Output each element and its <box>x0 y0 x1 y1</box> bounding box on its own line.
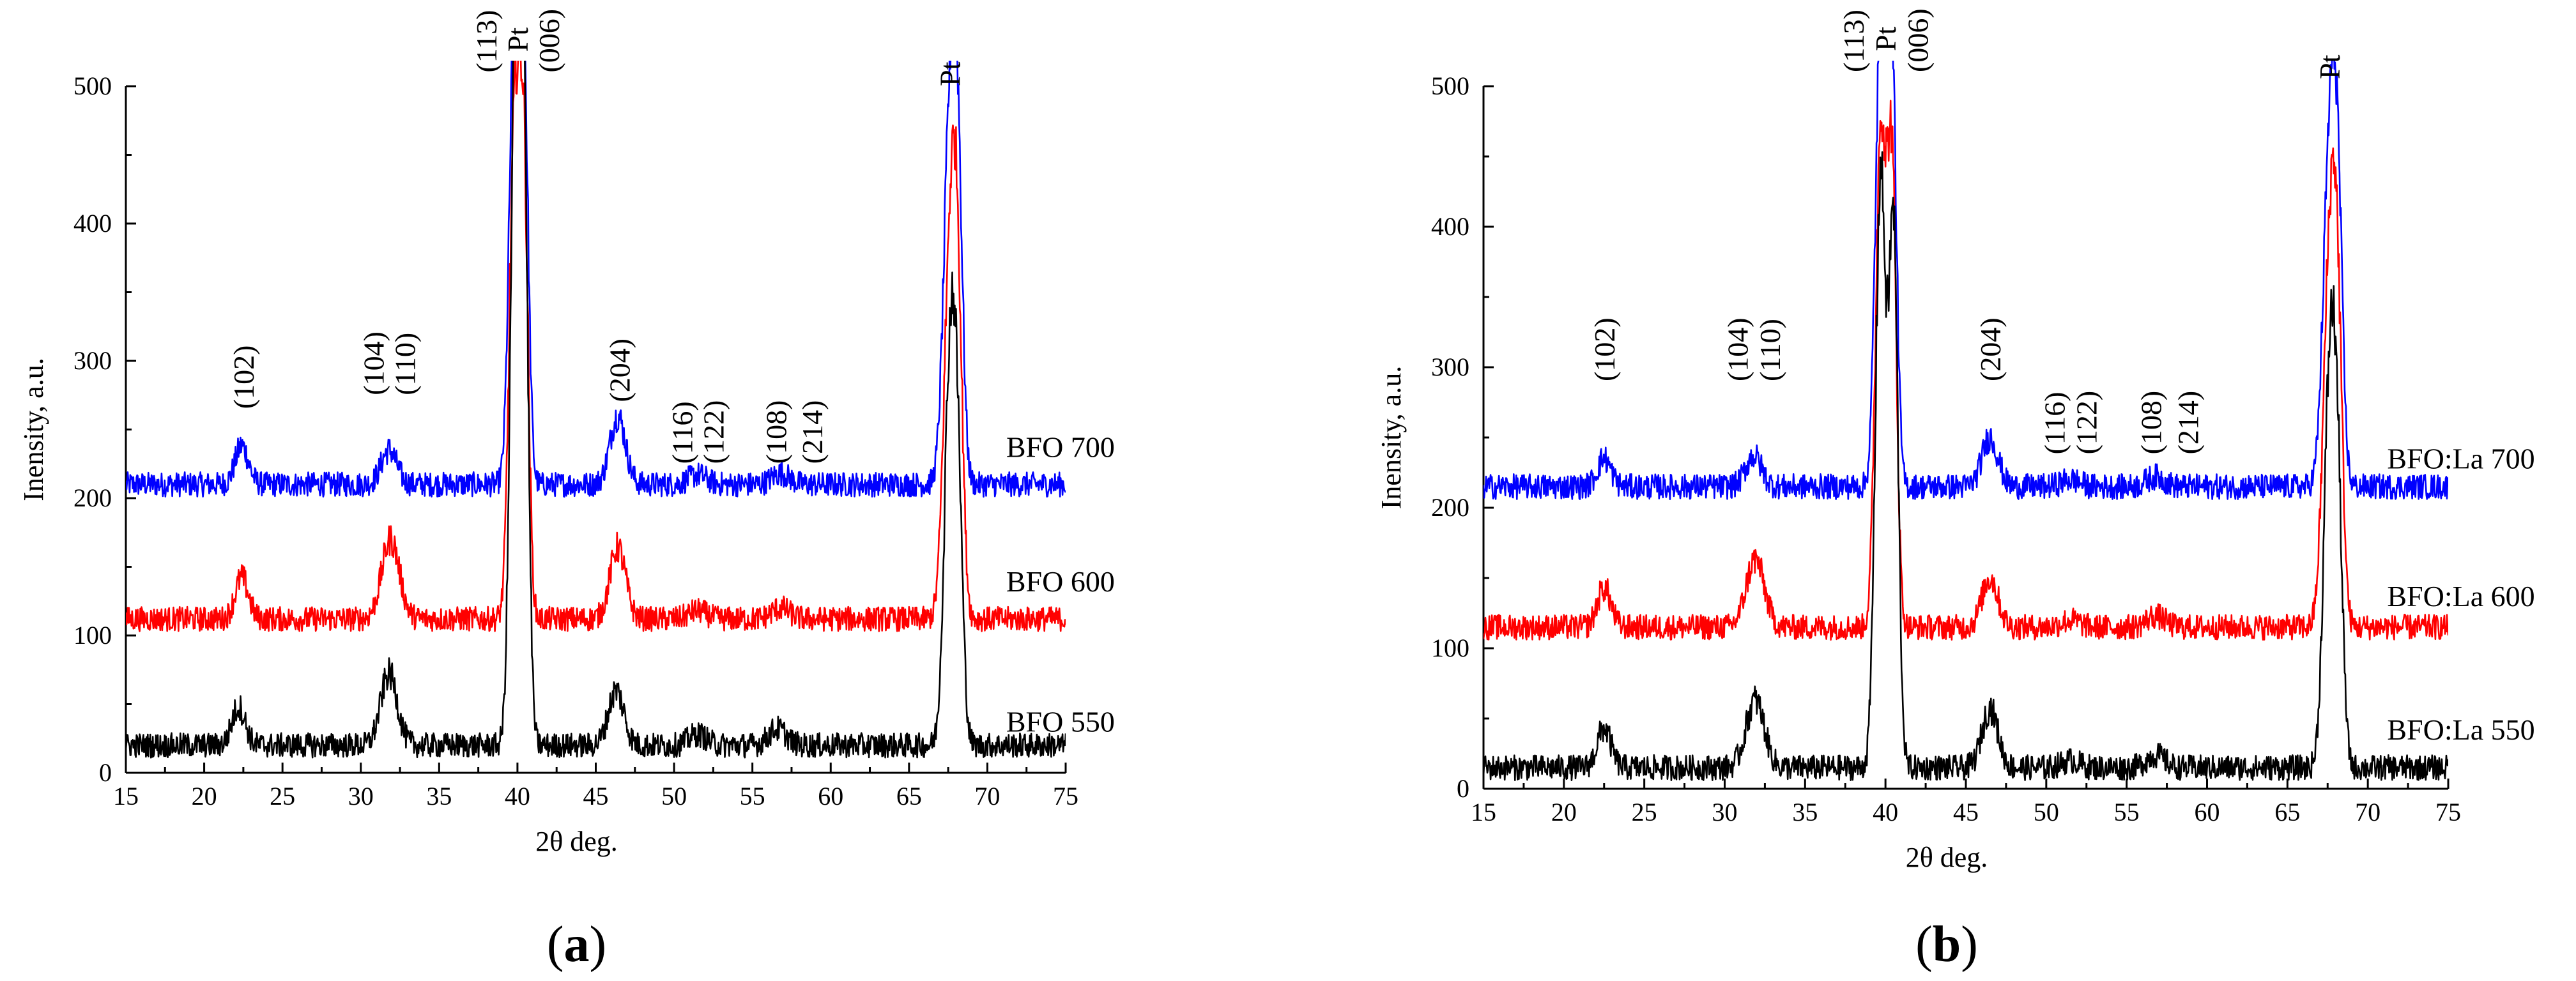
x-tick-label: 75 <box>1053 782 1078 810</box>
x-axis-title: 2θ deg. <box>1906 842 1988 873</box>
x-tick-label: 70 <box>974 782 1000 810</box>
chart-panel-a: 15 20 25 30 35 40 45 50 55 60 65 70 75 0 100 200 300 400 5… <box>18 9 1115 973</box>
x-tick-label: 45 <box>1953 798 1979 826</box>
x-tick-label: 25 <box>270 782 295 810</box>
peak-label: (110) <box>388 333 421 395</box>
panel-label-open: ( <box>547 916 564 973</box>
y-tick-label: 500 <box>1431 72 1469 100</box>
x-tick-label: 60 <box>818 782 843 810</box>
x-tick-label: 35 <box>1792 798 1818 826</box>
x-axis-title: 2θ deg. <box>535 826 618 857</box>
peak-label: Pt <box>934 61 967 86</box>
peak-label: (113) <box>1837 10 1870 72</box>
x-tick-label: 55 <box>740 782 765 810</box>
peak-label: (110) <box>1754 319 1786 381</box>
x-tick-label: 55 <box>2114 798 2140 826</box>
y-tick-label: 400 <box>73 209 112 238</box>
panel-label-close: ) <box>1961 916 1978 973</box>
series-line-bfo-700 <box>126 61 1066 498</box>
x-tick-label: 45 <box>583 782 609 810</box>
x-tick-label: 50 <box>661 782 687 810</box>
x-tick-label: 15 <box>1471 798 1496 826</box>
peak-label: (102) <box>1588 317 1621 381</box>
peak-label: (006) <box>1902 8 1935 72</box>
x-tick-label: 40 <box>505 782 530 810</box>
x-tick-label: 35 <box>426 782 452 810</box>
x-tick-label: 65 <box>896 782 922 810</box>
peak-label: (204) <box>603 338 636 402</box>
series-label: BFO:La 600 <box>2387 580 2534 612</box>
series-label: BFO:La 700 <box>2387 442 2534 475</box>
panel-label-letter: a <box>564 916 590 973</box>
y-tick-label: 200 <box>73 483 112 512</box>
peak-label: (116) <box>666 401 698 464</box>
peak-label: Pt <box>2313 54 2346 79</box>
y-axis-title: Inensity, a.u. <box>1376 366 1407 509</box>
peak-label: (214) <box>796 400 829 464</box>
x-tick-label: 65 <box>2274 798 2300 826</box>
x-tick-label: 25 <box>1632 798 1657 826</box>
peak-label: (122) <box>697 400 730 464</box>
panel-label-close: ) <box>590 916 607 973</box>
peak-label: (204) <box>1974 317 2007 381</box>
chart-panel-b: 15 20 25 30 35 40 45 50 55 60 65 70 75 0 100 200 300 400 5… <box>1376 8 2535 973</box>
series-label: BFO 550 <box>1006 706 1115 738</box>
peak-label: (116) <box>2038 392 2071 454</box>
series-line-bfo-la-700 <box>1483 61 2448 500</box>
series-label: BFO 700 <box>1006 431 1115 464</box>
y-tick-label: 400 <box>1431 212 1469 241</box>
y-tick-label: 100 <box>73 621 112 650</box>
y-tick-label: 500 <box>73 72 112 100</box>
peak-label: Pt <box>1869 26 1902 51</box>
x-tick-label: 30 <box>1712 798 1738 826</box>
series-line-bfo-550 <box>126 61 1066 759</box>
peak-label: (108) <box>2135 391 2167 455</box>
x-tick-label: 75 <box>2435 798 2461 826</box>
panel-label: (b) <box>1915 916 1978 973</box>
peak-label: (006) <box>533 9 565 73</box>
peak-label: Pt <box>502 27 534 52</box>
y-tick-label: 100 <box>1431 634 1469 662</box>
y-axis-title: Inensity, a.u. <box>18 358 49 501</box>
series-line-bfo-la-550 <box>1483 151 2448 781</box>
panel-label: (a) <box>547 916 606 973</box>
y-tick-label: 0 <box>1457 774 1469 803</box>
y-tick-label: 300 <box>1431 353 1469 381</box>
y-tick-label: 200 <box>1431 493 1469 522</box>
panel-label-letter: b <box>1933 916 1961 973</box>
y-tick-label: 300 <box>73 346 112 375</box>
peak-label: (104) <box>357 331 390 395</box>
panel-label-open: ( <box>1915 916 1933 973</box>
peak-label: (122) <box>2071 391 2103 455</box>
series-line-bfo-600 <box>126 61 1066 632</box>
peak-label: (108) <box>760 400 792 464</box>
series-line-bfo-la-600 <box>1483 100 2448 641</box>
peak-label: (113) <box>470 10 503 73</box>
x-tick-label: 30 <box>348 782 374 810</box>
x-tick-label: 20 <box>192 782 217 810</box>
peak-label: (104) <box>1722 317 1754 381</box>
x-tick-label: 60 <box>2195 798 2220 826</box>
peak-label: (214) <box>2172 391 2204 455</box>
series-label: BFO 600 <box>1006 565 1115 598</box>
peak-label: (102) <box>227 346 260 409</box>
x-tick-label: 15 <box>113 782 139 810</box>
x-tick-label: 20 <box>1551 798 1577 826</box>
y-tick-label: 0 <box>99 758 112 787</box>
x-tick-label: 70 <box>2355 798 2380 826</box>
x-tick-label: 50 <box>2034 798 2059 826</box>
series-label: BFO:La 550 <box>2387 713 2534 746</box>
x-tick-label: 40 <box>1873 798 1898 826</box>
